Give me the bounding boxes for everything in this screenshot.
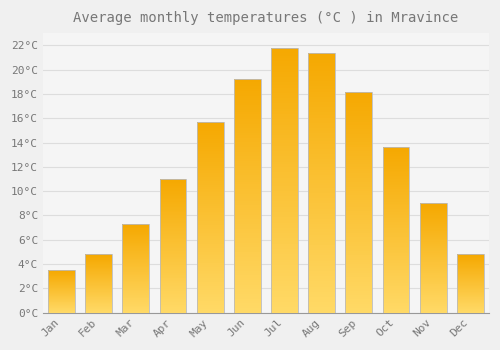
Bar — [48, 270, 75, 313]
Title: Average monthly temperatures (°C ) in Mravince: Average monthly temperatures (°C ) in Mr… — [74, 11, 458, 25]
Bar — [457, 254, 483, 313]
Bar — [86, 254, 112, 313]
Bar — [382, 147, 409, 313]
Bar — [160, 179, 186, 313]
Bar — [234, 79, 260, 313]
Bar — [122, 224, 149, 313]
Bar — [271, 48, 298, 313]
Bar — [197, 122, 224, 313]
Bar — [346, 92, 372, 313]
Bar — [308, 52, 335, 313]
Bar — [420, 203, 446, 313]
